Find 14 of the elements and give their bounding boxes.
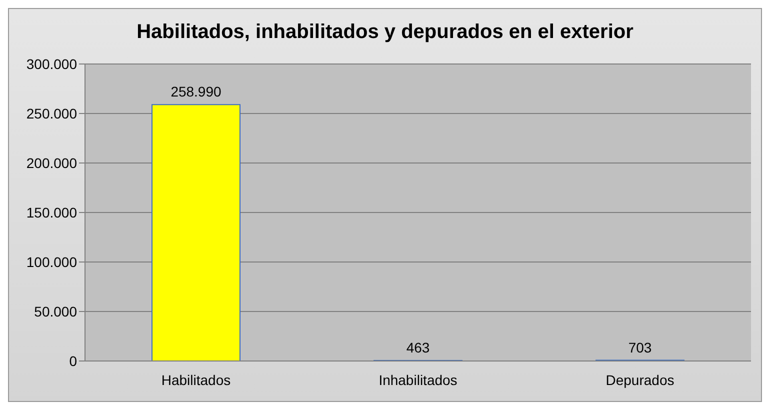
y-tick-label: 100.000 <box>26 254 78 270</box>
y-tick-label: 150.000 <box>26 204 78 220</box>
data-label: 703 <box>628 339 652 356</box>
data-label: 463 <box>406 340 430 356</box>
x-tick-label: Inhabilitados <box>378 372 458 388</box>
chart-title: Habilitados, inhabilitados y depurados en el exterior <box>136 21 634 44</box>
data-label: 258.990 <box>170 84 222 100</box>
x-tick-label: Depurados <box>606 372 674 388</box>
y-tick-label: 250.000 <box>26 105 78 122</box>
y-tick-label: 200.000 <box>26 154 78 171</box>
y-tick-label: 0 <box>69 352 78 369</box>
x-tick-label: Habilitados <box>161 372 231 388</box>
y-tick-label: 300.000 <box>26 56 78 72</box>
y-tick-label: 50.000 <box>34 303 78 320</box>
